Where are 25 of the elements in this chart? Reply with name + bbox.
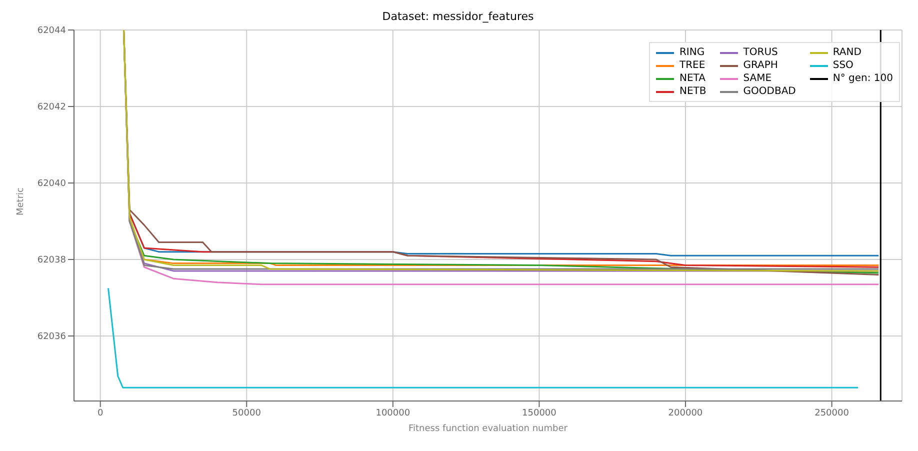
legend-label: TORUS: [743, 46, 778, 59]
legend-label: N° gen: 100: [832, 72, 893, 85]
legend-label: GOODBAD: [743, 85, 796, 98]
x-tick-label: 50000: [232, 408, 262, 418]
y-tick-label: 62036: [37, 332, 66, 342]
y-tick-label: 62044: [37, 26, 66, 36]
x-tick-label: 150000: [522, 408, 557, 418]
legend-label: TREE: [679, 59, 706, 72]
legend-label: RING: [679, 46, 705, 59]
x-axis-title: Fitness function evaluation number: [408, 424, 568, 434]
y-tick-label: 62038: [37, 256, 66, 266]
chart-title: Dataset: messidor_features: [381, 10, 535, 23]
y-tick-label: 62040: [37, 179, 66, 190]
x-tick-label: 0: [97, 408, 104, 418]
legend-label: NETB: [679, 85, 706, 98]
legend-label: SSO: [832, 59, 854, 72]
x-tick-label: 100000: [376, 408, 410, 418]
legend-label: GRAPH: [743, 59, 778, 72]
x-tick-label: 250000: [814, 408, 850, 418]
y-tick-label: 62042: [37, 102, 66, 113]
legend-label: SAME: [743, 72, 772, 85]
x-tick-label: 200000: [668, 408, 703, 418]
legend-label: RAND: [832, 46, 862, 59]
y-axis-title: Metric: [16, 187, 26, 216]
legend-label: NETA: [679, 72, 706, 85]
